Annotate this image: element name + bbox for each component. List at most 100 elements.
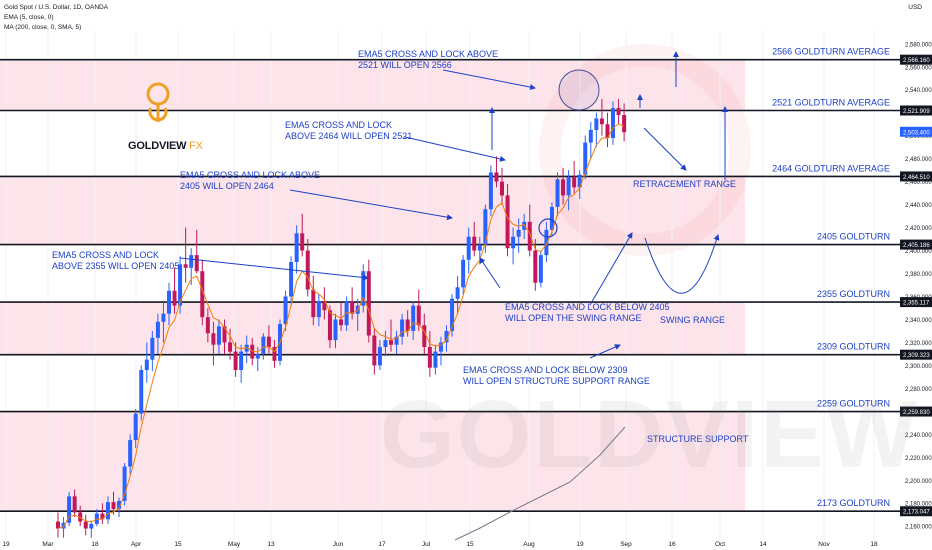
time-tick-label: 13 [267, 541, 275, 548]
ema5-path [57, 123, 625, 529]
time-tick-label: Aug [523, 541, 535, 548]
level-label: 2566 GOLDTURN AVERAGE [772, 47, 890, 57]
level-label: 2464 GOLDTURN AVERAGE [772, 163, 890, 173]
candle-body [616, 108, 621, 115]
price-tick-label: 2,340.000 [905, 318, 932, 324]
candle-body [111, 502, 116, 509]
annotation-text: ABOVE 2355 WILL OPEN 2405 [52, 261, 179, 271]
annotation-text: EMA5 CROSS AND LOCK BELOW 2309 [463, 365, 628, 375]
time-tick-label: 15 [174, 541, 182, 548]
candle-body [594, 118, 599, 130]
price-tick-label: 2,560.000 [905, 65, 932, 71]
annotation-arrow [179, 257, 369, 281]
candle-body [300, 233, 305, 251]
candle-body [178, 264, 183, 306]
price-tick-label: 2,200.000 [905, 479, 932, 485]
candle-body [89, 523, 94, 529]
price-tick-label: 2,500.000 [905, 134, 932, 140]
level-price-label: 2,566.160 [903, 58, 930, 64]
candle-body [56, 521, 60, 529]
goldview-logo-text: GOLDVIEW FX [128, 140, 203, 152]
time-tick-label: Jul [422, 541, 431, 548]
time-tick-label: 19 [576, 541, 584, 548]
annotation-text: WILL OPEN STRUCTURE SUPPORT RANGE [463, 376, 650, 386]
annotation-text: STRUCTURE SUPPORT [647, 434, 749, 444]
candle-body [605, 124, 610, 138]
candle-body [588, 129, 593, 143]
candle-body [183, 264, 188, 268]
grid [5, 30, 875, 540]
candle-body [200, 271, 205, 318]
candle-body [455, 287, 460, 299]
level-price-label: 2,173.047 [903, 510, 930, 516]
candle-body [305, 250, 310, 290]
candle-body [161, 313, 166, 322]
price-tick-label: 2,320.000 [905, 341, 932, 347]
candle-body [572, 177, 577, 188]
candle-body [511, 236, 516, 249]
candle-body [444, 330, 449, 343]
candle-body [383, 340, 388, 348]
candle-body [544, 229, 549, 256]
candle-body [433, 351, 438, 368]
last-price-badge [900, 126, 932, 137]
level-label: 2405 GOLDTURN [817, 232, 890, 242]
candle-body [261, 336, 266, 354]
candle-body [494, 172, 499, 182]
candle-body [461, 259, 466, 288]
annotation-arrow [289, 189, 453, 221]
candle-body [194, 255, 199, 272]
candle-body [100, 513, 105, 520]
level-label: 2259 GOLDTURN [817, 399, 890, 409]
candle-body [411, 305, 416, 331]
time-tick-label: 18 [91, 541, 99, 548]
range-band [0, 176, 745, 245]
level-price-badge [900, 297, 932, 308]
candle-body [549, 206, 554, 230]
level-label: 2355 GOLDTURN [817, 289, 890, 299]
annotation-arrow [442, 69, 536, 90]
candle-body [477, 244, 482, 251]
time-tick-label: 18 [870, 541, 878, 548]
candle-body [377, 347, 382, 366]
time-tick-label: Apr [131, 541, 142, 548]
time-tick-label: 14 [759, 541, 767, 548]
candle-body [466, 236, 471, 260]
level-price-badge [900, 506, 932, 517]
candle-body [322, 301, 327, 311]
last-price-label: 2,503.400 [903, 130, 930, 136]
annotation-text: EMA5 CROSS AND LOCK BELOW 2405 [505, 302, 670, 312]
level-price-badge [900, 406, 932, 417]
price-tick-label: 2,220.000 [905, 456, 932, 462]
watermark-text: GOLDVIEW FX [380, 381, 932, 488]
price-tick-label: 2,540.000 [905, 88, 932, 94]
candle-body [139, 370, 144, 414]
time-axis: 19 Mar 18 Apr 15 May 13 Jun 17 Jul 15 Aug 19 Sep 16 Oct… [2, 541, 878, 548]
time-tick-label: Jun [333, 541, 344, 548]
candle-body [450, 298, 455, 331]
price-axis: 2,580.0002,560.0002,540.0002,520.0002,50… [900, 42, 932, 531]
candle-body [239, 351, 244, 370]
candle-body [538, 255, 543, 283]
candle-body [150, 337, 155, 360]
level-price-badge [900, 349, 932, 360]
candle-body [289, 262, 294, 297]
annotation-arrow [479, 257, 501, 289]
highlight-circle [538, 218, 558, 238]
candle-body [311, 289, 316, 318]
candle-body [472, 236, 477, 251]
level-price-label: 2,405.186 [903, 243, 930, 249]
candle-body [333, 319, 338, 341]
candle-body [505, 195, 510, 249]
candle-body [83, 521, 88, 529]
candle-body [205, 317, 210, 334]
candle-body [350, 301, 355, 314]
time-tick-label: 16 [668, 541, 676, 548]
price-tick-label: 2,240.000 [905, 433, 932, 439]
candle-body [389, 340, 393, 345]
price-tick-label: 2,480.000 [905, 157, 932, 163]
candle-body [339, 319, 344, 326]
candle-body [500, 181, 504, 196]
